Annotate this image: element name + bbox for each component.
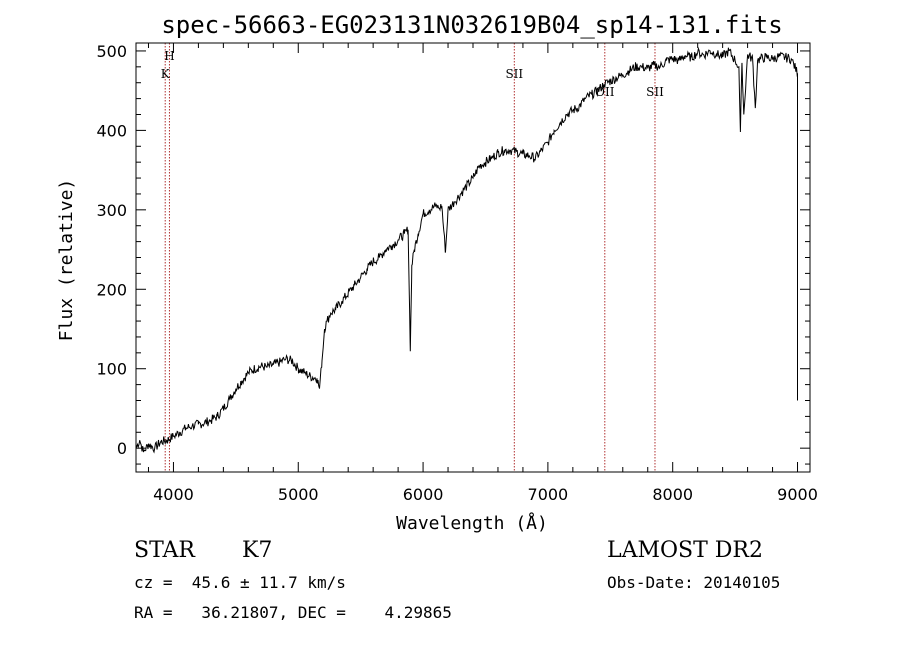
x-tick-label: 6000: [403, 485, 444, 504]
x-tick-label: 4000: [153, 485, 194, 504]
y-axis-ticks: 0 100 200 300 400 500: [96, 42, 810, 465]
survey-name: LAMOST DR2: [607, 538, 763, 563]
plot-frame: [135, 42, 811, 473]
y-tick-label: 100: [96, 360, 127, 379]
line-label-1: H: [164, 49, 174, 63]
x-tick-label: 5000: [278, 485, 319, 504]
x-tick-label: 7000: [528, 485, 569, 504]
x-tick-label: 8000: [652, 485, 693, 504]
redshift-readout: cz = 45.6 ± 11.7 km/s: [134, 573, 346, 592]
line-label-0: K: [161, 67, 171, 81]
spectral-line-markers: KH SII OII SII: [161, 43, 664, 472]
object-subclass: K7: [242, 538, 273, 563]
y-tick-label: 0: [117, 439, 127, 458]
line-label-3: OII: [595, 85, 615, 99]
spectrum-figure: spec-56663-EG023131N032619B04_sp14-131.f…: [56, 11, 818, 534]
x-tick-label: 9000: [777, 485, 818, 504]
line-label-2: SII: [505, 67, 523, 81]
x-axis-ticks: 4000 5000 6000 7000 8000 9000: [147, 43, 818, 504]
y-tick-label: 300: [96, 201, 127, 220]
coordinates-readout: RA = 36.21807, DEC = 4.29865: [134, 603, 452, 622]
spectrum-series-line: [135, 46, 798, 454]
obs-date: Obs-Date: 20140105: [607, 573, 781, 592]
line-label-4: SII: [646, 85, 664, 99]
chart-title: spec-56663-EG023131N032619B04_sp14-131.f…: [161, 11, 782, 39]
y-tick-label: 400: [96, 121, 127, 140]
x-axis-label: Wavelength (Å): [396, 512, 548, 534]
y-tick-label: 200: [96, 280, 127, 299]
y-axis-label: Flux (relative): [56, 179, 77, 342]
y-tick-label: 500: [96, 42, 127, 61]
object-class: STAR: [134, 538, 195, 563]
